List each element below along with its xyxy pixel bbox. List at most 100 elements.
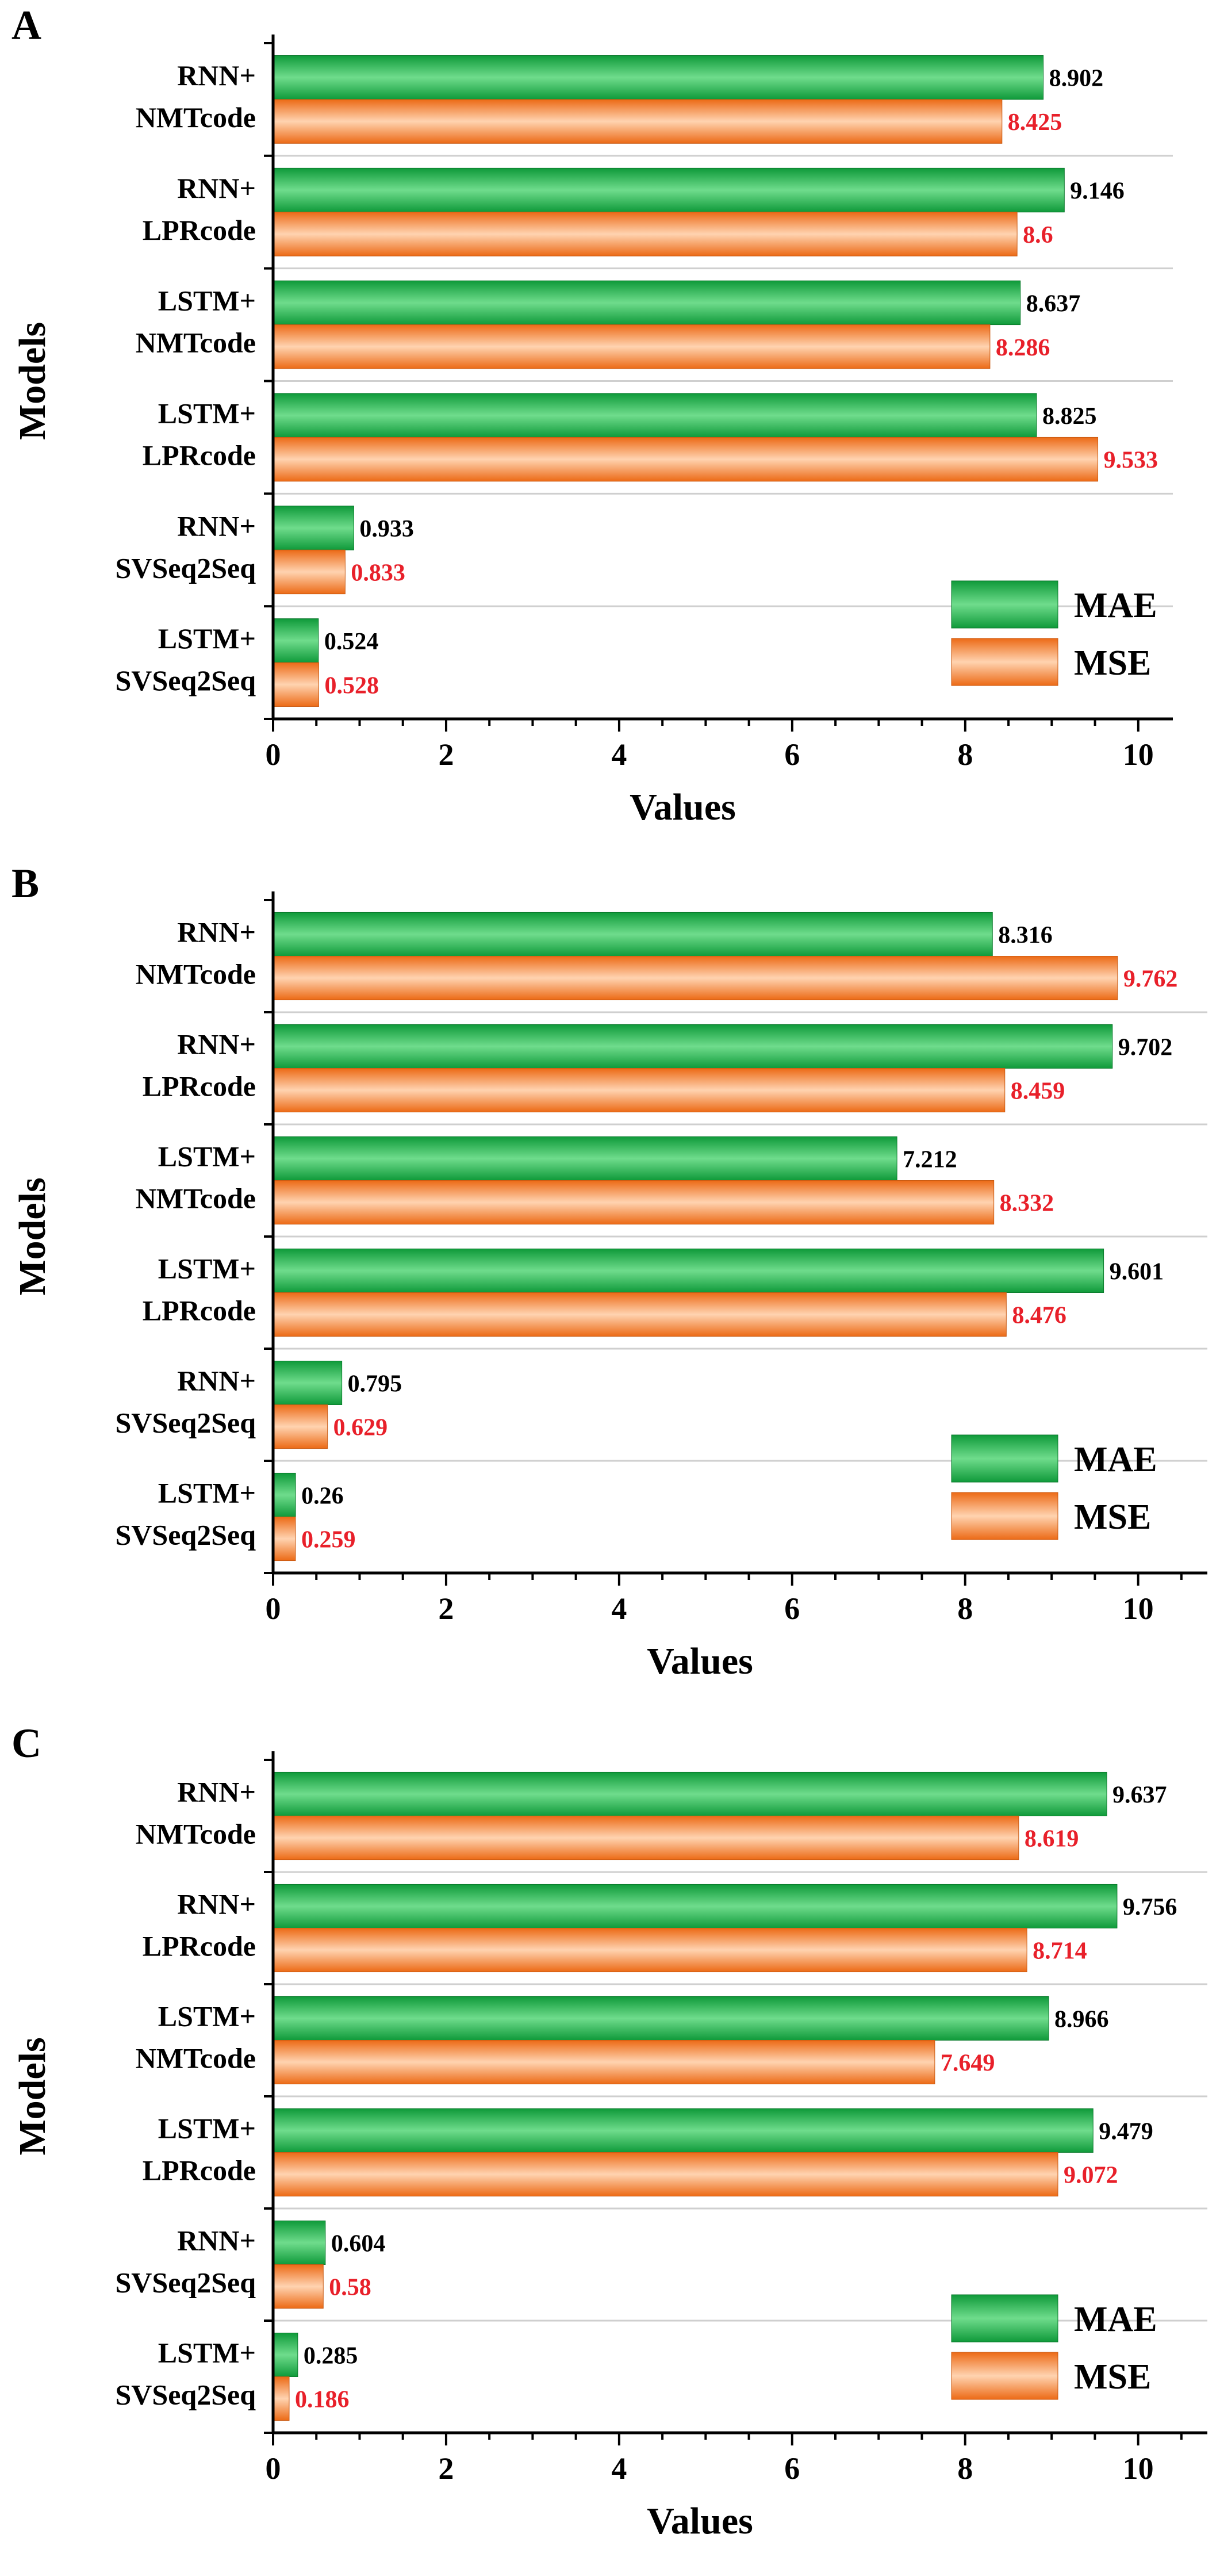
category-label-line1: LSTM+ (158, 2000, 256, 2033)
category-label-line1: LSTM+ (158, 2337, 256, 2369)
data-label-mae: 7.212 (903, 1146, 957, 1173)
x-tick-label: 4 (611, 1591, 627, 1626)
category-label-line2: SVSeq2Seq (115, 552, 256, 584)
panel-label: B (11, 860, 39, 906)
category-label-line1: LSTM+ (158, 397, 256, 429)
x-tick-label: 0 (266, 2451, 281, 2486)
bar-mae (273, 55, 1044, 100)
x-tick-label: 4 (611, 737, 627, 772)
category-label-line2: LPRcode (143, 1070, 256, 1103)
data-label-mse: 8.476 (1012, 1303, 1066, 1329)
category-label-line1: RNN+ (177, 1028, 256, 1061)
bar-mae (273, 393, 1037, 438)
x-tick-label: 8 (957, 737, 973, 772)
x-tick-label: 6 (784, 737, 800, 772)
data-label-mse: 7.649 (941, 2050, 995, 2077)
category-label-line1: RNN+ (177, 916, 256, 948)
data-label-mae: 9.756 (1123, 1894, 1177, 1920)
legend-label-mse: MSE (1074, 644, 1151, 683)
category-label-line2: NMTcode (136, 101, 256, 133)
bar-mse (273, 99, 1003, 144)
x-tick-label: 6 (784, 1591, 800, 1626)
data-label-mse: 0.259 (301, 1527, 356, 1553)
bar-mse (273, 956, 1118, 1001)
x-tick-label: 0 (266, 737, 281, 772)
data-label-mse: 9.533 (1104, 447, 1158, 474)
data-label-mae: 0.26 (301, 1483, 344, 1509)
bar-mae (273, 167, 1065, 213)
x-tick-label: 2 (438, 1591, 454, 1626)
panel-label: A (11, 2, 41, 48)
category-label-line1: LSTM+ (158, 2112, 256, 2145)
bar-mae (273, 912, 993, 956)
category-label-line2: LPRcode (143, 1295, 256, 1327)
legend-swatch-mse (951, 638, 1058, 686)
data-label-mse: 9.762 (1123, 966, 1177, 993)
data-label-mse: 9.072 (1064, 2162, 1118, 2189)
category-label-line2: SVSeq2Seq (115, 664, 256, 696)
category-label-line1: RNN+ (177, 1888, 256, 1920)
bar-mse (273, 1928, 1027, 1973)
category-label-line2: SVSeq2Seq (115, 2379, 256, 2411)
bar-mae (273, 618, 319, 663)
bar-mse (273, 1180, 995, 1225)
data-label-mae: 0.933 (359, 516, 414, 542)
category-label-line2: LPRcode (143, 2154, 256, 2187)
data-label-mae: 8.902 (1049, 66, 1104, 92)
legend-swatch-mae (951, 2294, 1058, 2342)
x-tick-label: 4 (611, 2451, 627, 2486)
legend-swatch-mae (951, 1434, 1058, 1483)
bar-mse (273, 662, 319, 707)
data-label-mae: 0.604 (331, 2230, 386, 2257)
bar-mae (273, 2220, 326, 2265)
data-label-mae: 9.479 (1099, 2118, 1153, 2145)
bar-mse (273, 1292, 1007, 1337)
bar-mse (273, 1816, 1019, 1861)
category-label-line1: RNN+ (177, 2225, 256, 2257)
legend-label-mae: MAE (1074, 1440, 1157, 1479)
data-label-mae: 9.637 (1112, 1782, 1167, 1808)
category-label-line1: RNN+ (177, 59, 256, 91)
x-axis-title: Values (630, 786, 736, 828)
x-axis-title: Values (647, 2500, 753, 2542)
bar-mae (273, 280, 1021, 326)
y-axis-title: Models (11, 1177, 53, 1295)
x-tick-label: 10 (1123, 737, 1154, 772)
category-label-line1: LSTM+ (158, 1140, 256, 1173)
bar-mse (273, 437, 1099, 482)
data-label-mse: 8.425 (1008, 109, 1062, 136)
data-label-mse: 8.619 (1025, 1826, 1079, 1852)
bar-mae (273, 1472, 296, 1517)
category-label-line2: SVSeq2Seq (115, 2267, 256, 2299)
bar-mse (273, 2264, 324, 2309)
data-label-mse: 0.58 (329, 2275, 371, 2301)
category-label-line1: RNN+ (177, 510, 256, 542)
legend-label-mse: MSE (1074, 1498, 1151, 1537)
x-axis-title: Values (647, 1640, 753, 1682)
data-label-mae: 8.637 (1026, 290, 1081, 317)
bar-mae (273, 1136, 897, 1181)
chart-panel-b: B 8.316 9.762 RNN+ NMTcode 9.702 8.459 RNN+ LPRc… (11, 860, 1207, 1682)
category-label-line1: RNN+ (177, 1365, 256, 1397)
panel-label: C (11, 1720, 41, 1766)
x-tick-label: 6 (784, 2451, 800, 2486)
bar-mse (273, 2152, 1058, 2197)
bar-mae (273, 506, 354, 550)
x-tick-label: 0 (266, 1591, 281, 1626)
bar-mse (273, 1517, 296, 1561)
panels: A 8.902 8.425 RNN+ NMTcode 9.146 8.6 RNN+ LPRcod… (11, 2, 1207, 2542)
data-label-mse: 8.6 (1023, 222, 1053, 248)
data-label-mae: 8.966 (1054, 2006, 1109, 2033)
legend-swatch-mae (951, 580, 1058, 629)
x-tick-label: 2 (438, 2451, 454, 2486)
legend-label-mse: MSE (1074, 2357, 1151, 2397)
data-label-mae: 8.825 (1042, 403, 1097, 430)
data-label-mse: 8.286 (996, 335, 1050, 361)
data-label-mae: 0.285 (304, 2342, 358, 2369)
category-label-line2: SVSeq2Seq (115, 1519, 256, 1551)
category-label-line1: RNN+ (177, 172, 256, 204)
x-tick-label: 8 (957, 2451, 973, 2486)
data-label-mse: 8.332 (1000, 1191, 1054, 1217)
bar-mae (273, 1360, 343, 1405)
category-label-line1: LSTM+ (158, 1477, 256, 1509)
